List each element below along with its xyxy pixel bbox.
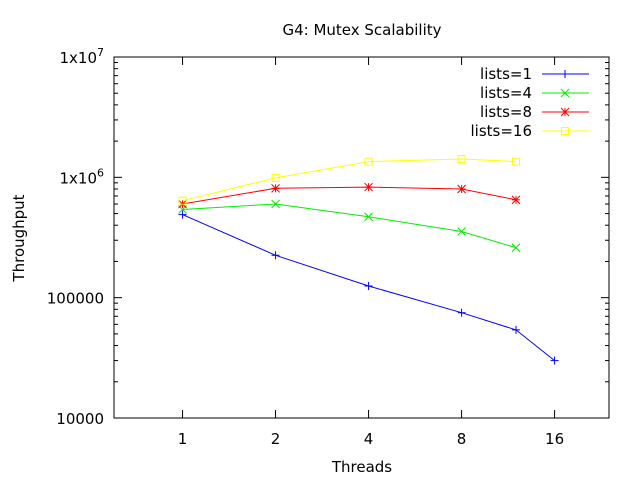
data-point xyxy=(364,282,373,291)
series-line xyxy=(182,186,517,205)
plot-frame xyxy=(113,56,610,419)
data-point xyxy=(457,184,466,194)
x-axis: 1 2 4 8 16 xyxy=(178,57,564,448)
x-tick-label: 8 xyxy=(457,430,467,448)
series-layer xyxy=(178,155,559,365)
legend-label: lists=8 xyxy=(480,103,532,121)
data-point xyxy=(457,308,466,317)
data-point xyxy=(271,199,280,209)
series-line xyxy=(182,203,517,249)
series-lists=1 xyxy=(178,210,559,365)
data-point xyxy=(364,157,373,166)
x-tick-label: 4 xyxy=(364,430,374,448)
data-point xyxy=(178,210,187,219)
data-point xyxy=(364,182,373,192)
data-point xyxy=(271,173,280,182)
legend-marker xyxy=(560,88,570,98)
legend-label: lists=16 xyxy=(470,122,532,140)
data-point xyxy=(511,195,521,205)
legend-marker xyxy=(561,70,569,78)
y-axis-label: Throughput xyxy=(10,194,28,282)
series-lists=4 xyxy=(178,199,521,253)
data-point xyxy=(271,251,280,260)
series-lists=8 xyxy=(178,182,521,209)
series-line xyxy=(182,214,555,361)
data-point xyxy=(457,155,466,164)
series-line xyxy=(182,158,517,202)
legend-label: lists=1 xyxy=(480,65,532,83)
data-point xyxy=(511,243,521,253)
legend-marker xyxy=(560,107,570,117)
x-axis-label: Threads xyxy=(331,458,392,476)
data-point xyxy=(364,212,373,222)
data-point xyxy=(511,157,520,166)
x-tick-label: 16 xyxy=(545,430,564,448)
data-point xyxy=(457,227,466,236)
x-tick-label: 2 xyxy=(271,430,281,448)
y-axis: 10000 100000 1x106 1x107 xyxy=(47,46,609,428)
data-point xyxy=(271,183,280,193)
data-point xyxy=(178,196,187,205)
chart-title: G4: Mutex Scalability xyxy=(282,21,441,39)
data-point xyxy=(511,325,520,334)
y-tick-label: 1x106 xyxy=(59,166,104,187)
x-tick-label: 1 xyxy=(178,430,188,448)
data-point xyxy=(550,356,559,365)
legend-marker xyxy=(561,127,569,135)
y-tick-label: 10000 xyxy=(56,410,104,428)
series-lists=16 xyxy=(178,155,520,205)
legend-label: lists=4 xyxy=(480,84,532,102)
y-tick-label: 1x107 xyxy=(59,46,104,67)
y-tick-label: 100000 xyxy=(47,290,104,308)
